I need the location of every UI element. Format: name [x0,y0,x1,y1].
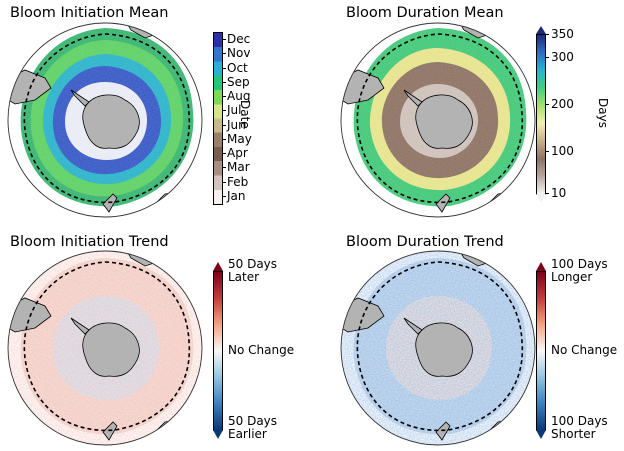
antarctica [415,322,473,377]
colorbar-tick-label: Sep [227,74,250,89]
colorbar-tick [222,53,226,55]
colorbar-tick [222,124,226,126]
colorbar-initiation-mean [213,32,223,205]
title-initiation-mean: Bloom Initiation Mean [10,5,169,21]
title-initiation-trend: Bloom Initiation Trend [10,234,169,250]
trend-label-earlier: 50 Days Earlier [228,414,278,441]
colorbar-label-days: Days [596,98,610,128]
colorbar-tick [222,96,226,98]
trend-label-longer: 100 Days Longer [551,257,608,284]
colorbar-tick-label: Mar [227,160,250,175]
map-duration-trend [340,250,536,446]
antarctic-peninsula [403,317,423,335]
colorbar-tick-label: Oct [227,60,248,75]
colorbar-tick [545,104,549,106]
colorbar-tick-label: Apr [227,146,248,161]
colorbar-initiation-trend-top-arrow [213,262,223,271]
antarctic-peninsula [70,317,90,335]
colorbar-tick-label: 300 [551,50,574,65]
colorbar-tick-label: Jan [227,188,246,203]
colorbar-tick-label: Jun [227,117,246,132]
colorbar-label-date: Date [238,100,252,129]
colorbar-tick-label: Jul [227,103,242,118]
antarctica [82,322,140,377]
antarctic-peninsula [70,89,90,107]
antarctica [82,94,140,149]
antarctica [415,94,473,149]
title-duration-trend: Bloom Duration Trend [346,234,504,250]
map-initiation-trend [7,250,203,446]
colorbar-tick-label: Feb [227,174,249,189]
colorbar-tick [222,67,226,69]
colorbar-tick [222,153,226,155]
colorbar-tick [545,193,549,194]
colorbar-tick [222,110,226,112]
colorbar-tick-label: 10 [551,186,567,200]
colorbar-duration-mean-bottom-arrow [536,194,546,202]
colorbar-duration-trend [536,271,546,431]
trend-label-no-change: No Change [551,343,618,357]
colorbar-tick [545,150,549,152]
colorbar-initiation-trend [213,271,223,431]
colorbar-duration-trend-bottom-arrow [536,430,546,439]
colorbar-tick [222,181,226,183]
colorbar-tick-label: May [227,131,252,146]
colorbar-tick-label: 100 [551,143,574,158]
colorbar-tick [222,195,226,197]
colorbar-tick-label: Dec [227,32,251,47]
colorbar-tick [222,39,226,41]
colorbar-tick [545,34,549,35]
colorbar-initiation-trend-bottom-arrow [213,430,223,439]
colorbar-duration-trend-top-arrow [536,262,546,271]
colorbar-tick [545,57,549,59]
map-initiation-mean [7,22,203,218]
colorbar-tick [222,167,226,169]
antarctic-peninsula [403,89,423,107]
colorbar-tick [222,81,226,83]
colorbar-tick-label: 350 [551,27,574,41]
map-duration-mean [340,22,536,218]
colorbar-tick-label: 200 [551,97,574,112]
trend-label-later: 50 Days Later [228,257,278,284]
colorbar-tick-label: Aug [227,89,251,104]
colorbar-tick [222,138,226,140]
colorbar-tick-label: Nov [227,46,251,61]
title-duration-mean: Bloom Duration Mean [346,5,504,21]
trend-label-shorter: 100 Days Shorter [551,414,608,441]
colorbar-duration-mean-top-arrow [536,26,546,34]
trend-label-no-change: No Change [228,343,295,357]
